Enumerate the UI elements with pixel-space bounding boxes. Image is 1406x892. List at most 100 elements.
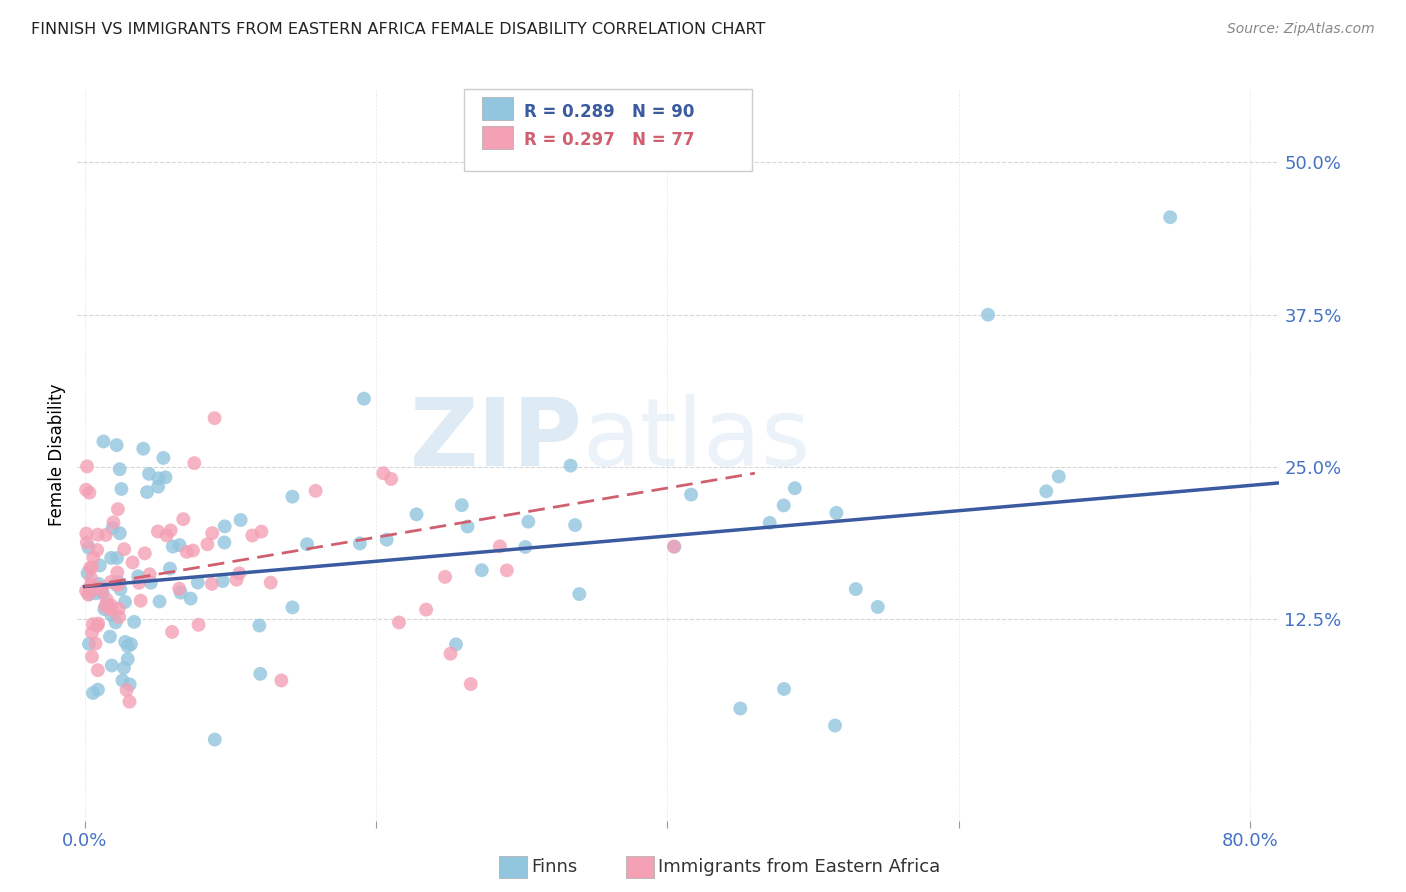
Point (515, 540, 537, 554)
Point (564, 518, 586, 533)
Point (110, 482, 132, 496)
Point (96, 597, 118, 611)
Point (162, 540, 184, 554)
Point (201, 526, 224, 541)
Point (373, 467, 395, 481)
Point (204, 732, 226, 747)
Point (100, 550, 122, 565)
Point (783, 481, 806, 495)
Point (108, 610, 131, 624)
Point (82, 617, 104, 632)
Point (211, 574, 233, 588)
Point (76, 459, 98, 474)
Point (167, 582, 190, 596)
Point (87, 616, 110, 631)
Point (214, 519, 236, 533)
Point (183, 456, 205, 470)
Point (1159, 211, 1181, 225)
Point (201, 577, 224, 591)
Point (101, 521, 124, 535)
Point (77, 588, 100, 602)
Point (76, 535, 98, 549)
Point (825, 506, 848, 520)
Point (304, 483, 326, 498)
Text: R = 0.289   N = 90: R = 0.289 N = 90 (524, 103, 695, 120)
Point (758, 516, 780, 530)
Point (100, 608, 122, 623)
Text: ZIP: ZIP (409, 394, 582, 486)
Point (181, 543, 204, 558)
Point (103, 516, 125, 530)
Point (229, 513, 252, 527)
Point (187, 575, 209, 590)
Point (434, 570, 457, 584)
Point (80, 578, 103, 592)
Point (132, 442, 155, 456)
Point (172, 512, 194, 526)
Point (87, 576, 110, 591)
Point (117, 652, 139, 666)
Point (146, 524, 169, 539)
Point (112, 661, 135, 675)
Point (388, 615, 411, 630)
Y-axis label: Female Disability: Female Disability (48, 384, 66, 526)
Point (98, 630, 121, 644)
Point (107, 502, 129, 516)
Point (772, 499, 794, 513)
Point (138, 467, 160, 481)
Point (866, 599, 889, 614)
Point (148, 471, 170, 485)
Point (444, 637, 467, 651)
Point (176, 545, 198, 559)
Text: FINNISH VS IMMIGRANTS FROM EASTERN AFRICA FEMALE DISABILITY CORRELATION CHART: FINNISH VS IMMIGRANTS FROM EASTERN AFRIC… (31, 22, 765, 37)
Point (1035, 484, 1057, 499)
Point (98, 600, 121, 615)
Point (281, 490, 304, 504)
Point (439, 647, 461, 661)
Point (662, 540, 685, 554)
Point (247, 618, 270, 632)
Point (845, 582, 868, 596)
Point (560, 458, 582, 473)
Point (114, 635, 136, 649)
Point (104, 577, 127, 591)
Point (457, 519, 479, 533)
Point (187, 617, 209, 632)
Point (250, 524, 273, 539)
Point (79, 561, 101, 575)
Point (75, 483, 97, 497)
Point (110, 582, 132, 597)
Point (128, 575, 150, 590)
Point (115, 683, 138, 698)
Point (159, 524, 181, 538)
Point (155, 470, 177, 484)
Point (79, 485, 101, 500)
Point (681, 487, 703, 501)
Point (122, 615, 145, 629)
Point (260, 575, 283, 590)
Point (94, 599, 117, 614)
Point (107, 574, 129, 589)
Point (100, 603, 122, 617)
Point (80, 582, 103, 597)
Point (77, 637, 100, 651)
Point (111, 673, 134, 688)
Point (94, 528, 117, 542)
Point (169, 538, 191, 552)
Point (495, 563, 517, 577)
Text: Source: ZipAtlas.com: Source: ZipAtlas.com (1227, 22, 1375, 37)
Point (159, 561, 181, 575)
Point (170, 585, 193, 599)
Point (80, 625, 103, 640)
Point (281, 600, 304, 615)
Point (77, 541, 100, 555)
Point (105, 438, 128, 452)
Point (75, 583, 97, 598)
Point (87, 682, 110, 697)
Point (82, 550, 104, 565)
Point (664, 540, 686, 554)
Point (86, 543, 108, 558)
Point (107, 577, 129, 591)
Point (180, 591, 202, 606)
Point (375, 533, 398, 547)
